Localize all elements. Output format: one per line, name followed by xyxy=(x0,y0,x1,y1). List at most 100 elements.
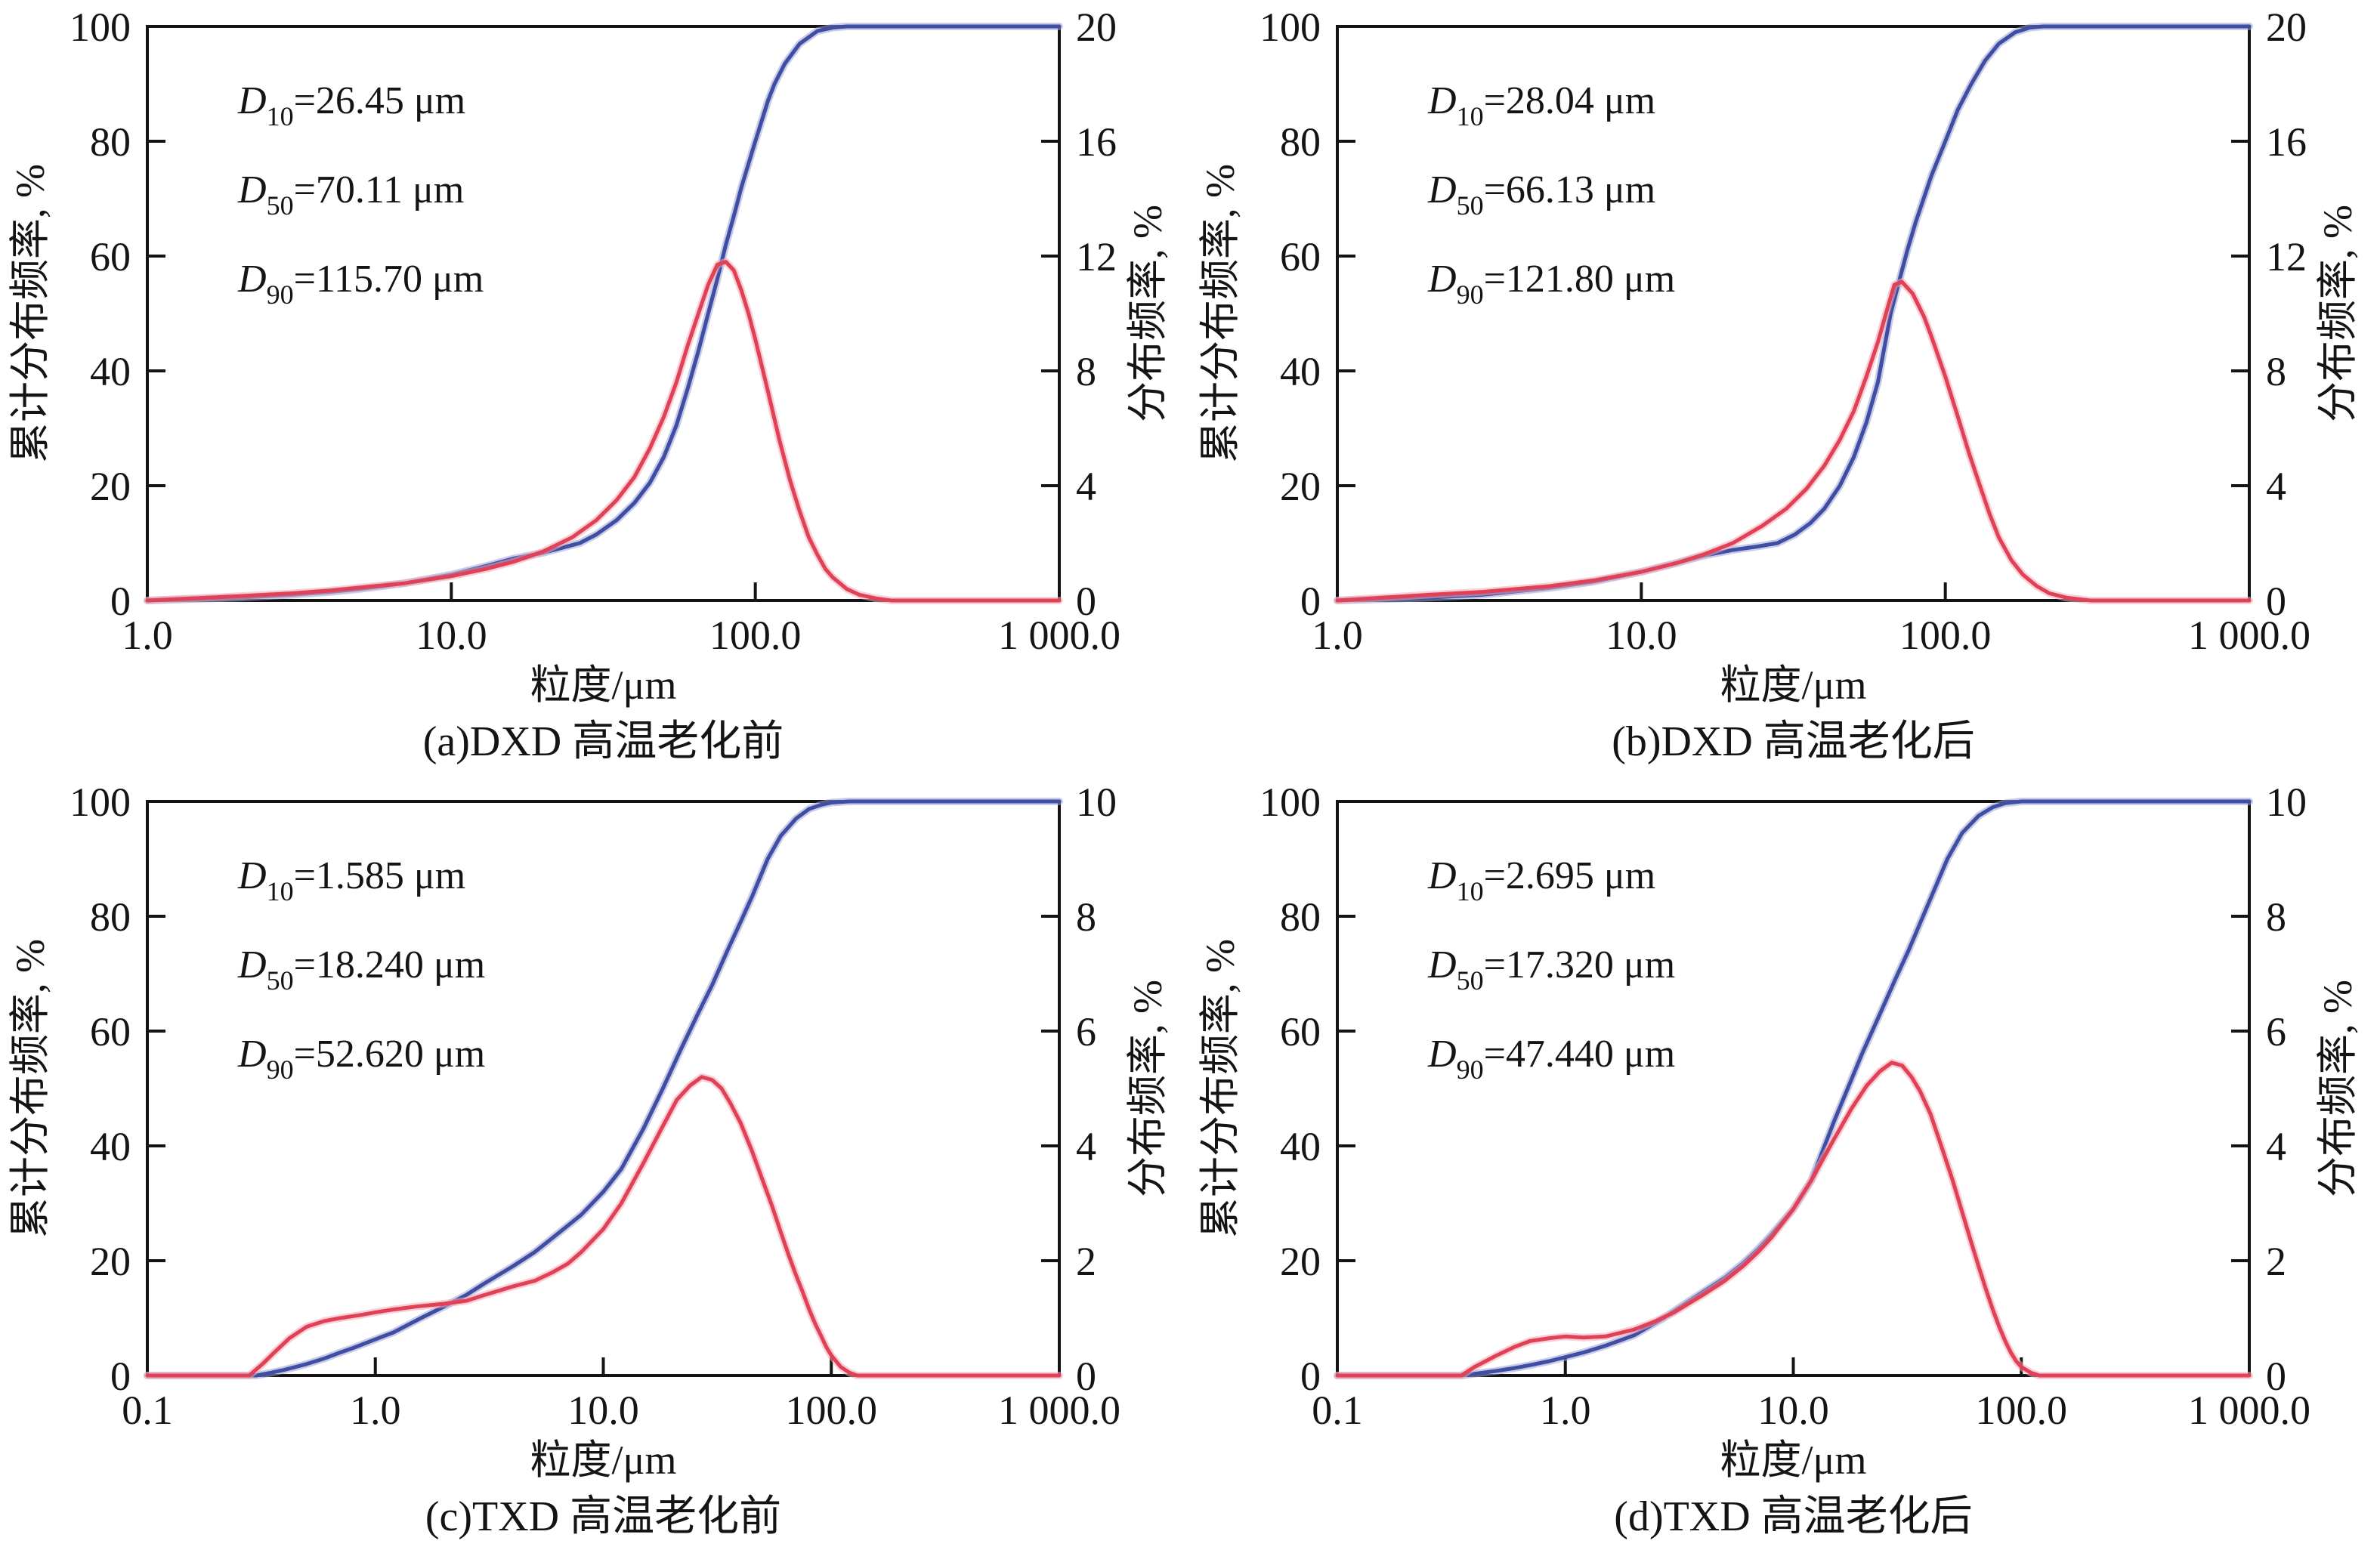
annotation-d90: D90=52.620 μm xyxy=(237,1033,485,1085)
y-left-tick-label: 80 xyxy=(90,894,131,940)
x-tick-label: 10.0 xyxy=(1757,1388,1829,1433)
panel-caption: (a)DXD 高温老化前 xyxy=(423,718,784,765)
y-left-tick-label: 0 xyxy=(110,1354,131,1399)
chart-panel-d: 0.1 1.0 10.0 100.0 1 000.0 0 20 40 60 80 100 0 2 4 6 8 1… xyxy=(1190,775,2380,1550)
chart-svg-b: 1.0 10.0 100.0 1 000.0020406080100048121620… xyxy=(1198,5,2360,765)
y-left-tick-label: 0 xyxy=(1300,579,1321,624)
y-right-tick-label: 4 xyxy=(2266,464,2286,509)
frequency-curve xyxy=(1335,1061,2252,1378)
frequency-curve xyxy=(145,1075,1062,1378)
x-tick-label: 1.0 xyxy=(122,613,173,658)
y-right-tick-label: 10 xyxy=(2266,780,2307,825)
y-right-tick-label: 8 xyxy=(1076,349,1096,394)
x-tick-label: 10.0 xyxy=(416,613,487,658)
panel-caption: (c)TXD 高温老化前 xyxy=(425,1493,781,1540)
y-left-tick-label: 20 xyxy=(1280,464,1321,509)
y-right-tick-label: 12 xyxy=(2266,234,2307,279)
y-left-tick-label: 60 xyxy=(90,1009,131,1054)
y-right-axis-title: 分布频率, % xyxy=(1125,980,1170,1197)
y-left-tick-label: 0 xyxy=(1300,1354,1321,1399)
y-right-tick-label: 6 xyxy=(2266,1009,2286,1054)
x-tick-label: 1 000.0 xyxy=(998,613,1120,658)
x-axis-title: 粒度/μm xyxy=(1720,662,1867,708)
y-right-tick-label: 2 xyxy=(1076,1239,1096,1284)
plot-frame xyxy=(146,25,1061,602)
chart-panel-a: 1.0 10.0 100.0 1 000.0 0 20 40 60 80 100 0 4 8 12 16 20… xyxy=(0,0,1190,775)
cumulative-curve xyxy=(145,799,1062,1378)
annotation-d10: D10=2.695 μm xyxy=(1427,854,1655,906)
chart-svg-a: 1.0 10.0 100.0 1 000.0020406080100048121620… xyxy=(8,5,1170,765)
y-right-axis-title: 分布频率, % xyxy=(2315,980,2360,1197)
y-left-tick-label: 60 xyxy=(1280,1009,1321,1054)
x-tick-label: 100.0 xyxy=(1899,613,1992,658)
y-left-tick-label: 40 xyxy=(1280,349,1321,394)
plot-frame xyxy=(1336,25,2251,602)
annotation-d50: D50=18.240 μm xyxy=(237,943,485,996)
y-left-tick-label: 60 xyxy=(90,234,131,279)
annotation-d10: D10=28.04 μm xyxy=(1427,79,1655,131)
y-left-axis-title: 累计分布频率, % xyxy=(1198,939,1243,1238)
chart-svg-d: 0.1 1.0 10.0 100.0 1 000.0020406080100024681… xyxy=(1198,780,2360,1540)
y-left-axis-title: 累计分布频率, % xyxy=(8,939,53,1238)
y-left-tick-label: 40 xyxy=(90,1124,131,1169)
y-left-tick-label: 40 xyxy=(1280,1124,1321,1169)
panel-caption: (b)DXD 高温老化后 xyxy=(1612,718,1975,765)
y-right-tick-label: 16 xyxy=(1076,119,1117,165)
y-left-tick-label: 20 xyxy=(90,464,131,509)
frequency-curve xyxy=(1335,279,2252,603)
frequency-curve-halo xyxy=(1334,1058,2253,1379)
y-left-tick-label: 20 xyxy=(90,1239,131,1284)
y-right-tick-label: 8 xyxy=(2266,349,2286,394)
x-tick-label: 1.0 xyxy=(350,1388,401,1433)
y-right-tick-label: 20 xyxy=(2266,5,2307,50)
x-axis-title: 粒度/μm xyxy=(530,662,677,708)
y-right-tick-label: 4 xyxy=(1076,464,1096,509)
y-left-tick-label: 80 xyxy=(90,119,131,165)
x-tick-label: 100.0 xyxy=(1976,1388,2068,1433)
y-right-axis-title: 分布频率, % xyxy=(1125,205,1170,422)
panel-caption: (d)TXD 高温老化后 xyxy=(1614,1493,1972,1540)
chart-svg-c: 0.1 1.0 10.0 100.0 1 000.0020406080100024681… xyxy=(8,780,1170,1540)
y-left-tick-label: 0 xyxy=(110,579,131,624)
y-right-tick-label: 8 xyxy=(1076,894,1096,940)
y-right-tick-label: 20 xyxy=(1076,5,1117,50)
y-left-tick-label: 80 xyxy=(1280,894,1321,940)
annotation-d90: D90=121.80 μm xyxy=(1427,258,1675,310)
x-axis-title: 粒度/μm xyxy=(1720,1437,1867,1483)
annotation-d90: D90=115.70 μm xyxy=(237,258,484,310)
y-left-tick-label: 20 xyxy=(1280,1239,1321,1284)
y-left-tick-label: 60 xyxy=(1280,234,1321,279)
chart-panel-c: 0.1 1.0 10.0 100.0 1 000.0 0 20 40 60 80 100 0 2 4 6 8 1… xyxy=(0,775,1190,1550)
y-left-tick-label: 80 xyxy=(1280,119,1321,165)
y-right-tick-label: 2 xyxy=(2266,1239,2286,1284)
x-tick-label: 1.0 xyxy=(1540,1388,1591,1433)
x-tick-label: 1 000.0 xyxy=(2188,613,2310,658)
y-left-axis-title: 累计分布频率, % xyxy=(8,164,53,463)
y-right-tick-label: 4 xyxy=(2266,1124,2286,1169)
x-tick-label: 0.1 xyxy=(1312,1388,1363,1433)
annotation-d10: D10=26.45 μm xyxy=(237,79,465,131)
x-axis-title: 粒度/μm xyxy=(530,1437,677,1483)
x-tick-label: 1 000.0 xyxy=(998,1388,1120,1433)
annotation-d10: D10=1.585 μm xyxy=(237,854,465,906)
x-tick-label: 0.1 xyxy=(122,1388,173,1433)
annotation-d50: D50=70.11 μm xyxy=(237,168,464,221)
y-left-tick-label: 100 xyxy=(70,780,131,825)
y-right-tick-label: 4 xyxy=(1076,1124,1096,1169)
frequency-curve xyxy=(145,260,1062,603)
x-tick-label: 1.0 xyxy=(1312,613,1363,658)
y-right-axis-title: 分布频率, % xyxy=(2315,205,2360,422)
frequency-curve-halo xyxy=(1334,278,2253,604)
y-right-tick-label: 0 xyxy=(2266,579,2286,624)
y-right-tick-label: 0 xyxy=(1076,1354,1096,1399)
y-right-tick-label: 0 xyxy=(1076,579,1096,624)
y-left-tick-label: 100 xyxy=(70,5,131,50)
y-left-tick-label: 100 xyxy=(1260,780,1321,825)
x-tick-label: 10.0 xyxy=(1606,613,1677,658)
y-left-tick-label: 100 xyxy=(1260,5,1321,50)
y-left-axis-title: 累计分布频率, % xyxy=(1198,164,1243,463)
chart-panel-b: 1.0 10.0 100.0 1 000.0 0 20 40 60 80 100 0 4 8 12 16 20… xyxy=(1190,0,2380,775)
annotation-d50: D50=66.13 μm xyxy=(1427,168,1655,221)
annotation-d90: D90=47.440 μm xyxy=(1427,1033,1675,1085)
